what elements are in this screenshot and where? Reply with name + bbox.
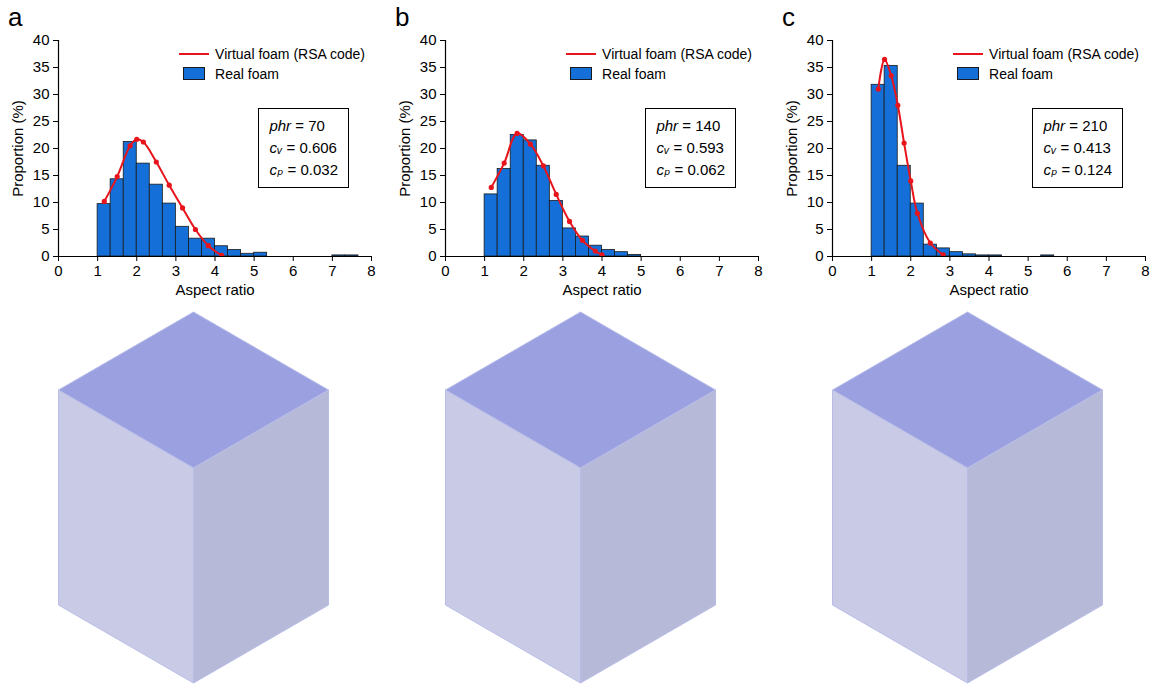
svg-text:30: 30 [33,85,50,102]
svg-text:10: 10 [33,193,50,210]
svg-text:35: 35 [33,58,50,75]
svg-text:Aspect ratio: Aspect ratio [949,281,1028,298]
svg-text:10: 10 [420,193,437,210]
svg-text:3: 3 [946,262,954,279]
svg-text:30: 30 [420,85,437,102]
svg-text:7: 7 [715,262,723,279]
svg-text:0: 0 [815,247,823,264]
svg-text:10: 10 [807,193,824,210]
html-text:Real foam: Real foam [989,66,1053,82]
svg-text:1: 1 [867,262,875,279]
svg-text:8: 8 [1141,262,1149,279]
svg-text:Aspect ratio: Aspect ratio [562,281,641,298]
svg-text:2: 2 [520,262,528,279]
svg-text:Proportion (%): Proportion (%) [396,100,413,197]
svg-text:0: 0 [54,262,62,279]
html-text:Virtual foam (RSA code): Virtual foam (RSA code) [215,46,365,62]
html-text:b: b [395,2,410,32]
html-text:cₚ = 0.062: cₚ = 0.062 [656,161,725,178]
svg-text:1: 1 [480,262,488,279]
svg-text:7: 7 [328,262,336,279]
svg-text:15: 15 [807,166,824,183]
svg-text:30: 30 [807,85,824,102]
html-text:Real foam: Real foam [215,66,279,82]
svg-text:8: 8 [754,262,762,279]
svg-text:0: 0 [41,247,49,264]
svg-text:20: 20 [33,139,50,156]
svg-text:35: 35 [420,58,437,75]
svg-text:5: 5 [815,220,823,237]
svg-text:5: 5 [637,262,645,279]
svg-text:0: 0 [441,262,449,279]
svg-text:15: 15 [420,166,437,183]
svg-text:3: 3 [172,262,180,279]
svg-text:6: 6 [289,262,297,279]
svg-text:20: 20 [420,139,437,156]
svg-text:35: 35 [807,58,824,75]
svg-text:5: 5 [428,220,436,237]
svg-text:4: 4 [211,262,219,279]
html-text:c: c [782,2,795,32]
svg-text:40: 40 [807,31,824,48]
html-text:cᵥ = 0.593: cᵥ = 0.593 [656,139,724,156]
svg-text:5: 5 [41,220,49,237]
svg-text:7: 7 [1102,262,1110,279]
html-text:phr = 140: phr = 140 [656,117,721,134]
html-text:Real foam: Real foam [602,66,666,82]
html-text:cᵥ = 0.606: cᵥ = 0.606 [269,139,337,156]
svg-text:4: 4 [985,262,993,279]
html-text:phr = 70: phr = 70 [269,117,325,134]
svg-text:15: 15 [33,166,50,183]
svg-text:0: 0 [428,247,436,264]
svg-text:25: 25 [420,112,437,129]
svg-text:Proportion (%): Proportion (%) [783,100,800,197]
svg-text:5: 5 [1024,262,1032,279]
svg-text:25: 25 [807,112,824,129]
svg-text:4: 4 [598,262,606,279]
svg-text:6: 6 [676,262,684,279]
html-text:a: a [8,2,23,32]
svg-text:0: 0 [828,262,836,279]
svg-text:6: 6 [1063,262,1071,279]
svg-text:2: 2 [907,262,915,279]
svg-text:20: 20 [807,139,824,156]
html-text:phr = 210: phr = 210 [1043,117,1108,134]
html-text:cₚ = 0.032: cₚ = 0.032 [269,161,338,178]
svg-text:25: 25 [33,112,50,129]
svg-text:8: 8 [367,262,375,279]
svg-text:40: 40 [420,31,437,48]
html-text:Virtual foam (RSA code): Virtual foam (RSA code) [989,46,1139,62]
html-text:Virtual foam (RSA code): Virtual foam (RSA code) [602,46,752,62]
svg-text:5: 5 [250,262,258,279]
svg-text:3: 3 [559,262,567,279]
svg-text:1: 1 [93,262,101,279]
html-text:cᵥ = 0.413: cᵥ = 0.413 [1043,139,1111,156]
svg-text:Aspect ratio: Aspect ratio [175,281,254,298]
html-text:cₚ = 0.124: cₚ = 0.124 [1043,161,1112,178]
svg-text:40: 40 [33,31,50,48]
svg-text:Proportion (%): Proportion (%) [9,100,26,197]
svg-text:2: 2 [133,262,141,279]
